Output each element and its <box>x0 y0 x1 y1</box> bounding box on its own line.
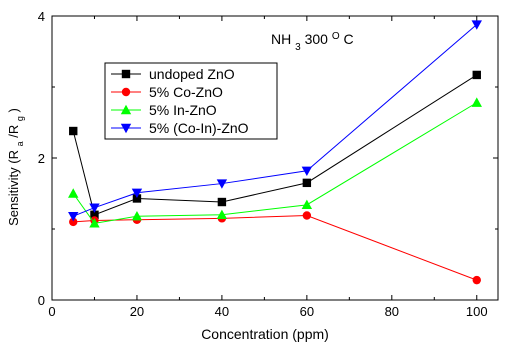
chart-title-sup: O <box>332 31 340 42</box>
series-line-5-co-zno <box>73 215 477 281</box>
data-point-undoped-zno <box>132 194 142 203</box>
y-tick-label: 2 <box>38 151 45 166</box>
legend-label-5-co-in-zno: 5% (Co-In)-ZnO <box>149 120 249 136</box>
series-undoped-zno <box>69 70 481 219</box>
chart-title-rest2: C <box>344 31 354 47</box>
series-5-co-in-zno <box>68 20 482 222</box>
data-point-5-in-zno <box>216 209 228 219</box>
data-point-5-co-in-zno <box>89 203 100 213</box>
y-tick-label: 0 <box>38 293 45 308</box>
data-point-5-in-zno <box>68 188 79 198</box>
legend-label-undoped-zno: undoped ZnO <box>149 66 235 82</box>
series-line-5-co-in-zno <box>73 24 478 217</box>
series-5-co-zno <box>69 211 481 285</box>
data-point-5-co-in-zno <box>131 188 143 198</box>
series-line-5-in-zno <box>72 102 478 224</box>
plot-frame <box>51 15 499 301</box>
legend-label-5-in-zno: 5% In-ZnO <box>149 102 217 118</box>
data-point-5-co-in-zno <box>216 179 228 189</box>
y-axis-label-suffix: ) <box>6 108 21 112</box>
x-tick-label: 60 <box>300 304 314 319</box>
data-point-5-co-in-zno <box>68 212 79 222</box>
series-5-in-zno <box>68 97 482 228</box>
chart-title-rest1: 300 <box>305 31 329 47</box>
x-tick-label: 80 <box>385 304 399 319</box>
y-axis-label-mid: /R <box>6 125 21 138</box>
x-tick-label: 0 <box>48 304 55 319</box>
data-point-5-co-zno <box>472 275 481 285</box>
x-tick-label: 20 <box>130 304 144 319</box>
legend-marker-5-co-in-zno <box>120 123 132 134</box>
data-point-5-in-zno <box>471 97 482 107</box>
y-axis-label-prefix: Sensitivity (R <box>6 150 21 226</box>
legend-marker-5-co-zno <box>121 87 131 97</box>
y-tick-label: 4 <box>38 9 45 24</box>
data-point-undoped-zno <box>302 178 312 188</box>
legend-box <box>104 62 278 140</box>
data-point-undoped-zno <box>69 126 78 136</box>
chart-title-main: NH <box>271 31 291 47</box>
series-layer <box>68 20 482 285</box>
chart-title: NH 3 300 O C <box>271 31 354 53</box>
y-axis-label-sub2: g <box>15 116 25 121</box>
data-point-undoped-zno <box>217 197 227 207</box>
chart-title-sub: 3 <box>295 42 301 53</box>
data-point-5-co-in-zno <box>471 20 482 30</box>
data-point-undoped-zno <box>472 70 481 80</box>
x-axis-label: Concentration (ppm) <box>201 326 329 342</box>
x-tick-label: 100 <box>466 304 488 319</box>
series-line-undoped-zno <box>72 74 478 216</box>
legend-marker-undoped-zno <box>121 69 131 79</box>
data-point-5-in-zno <box>89 218 100 228</box>
data-point-undoped-zno <box>90 210 99 219</box>
data-point-5-co-zno <box>69 217 78 227</box>
legend: undoped ZnO 5% Co-ZnO 5% In-ZnO 5% (Co-In)-… <box>104 62 278 140</box>
data-point-5-in-zno <box>131 211 143 221</box>
data-point-5-in-zno <box>301 199 313 210</box>
axes-layer: 0 20 40 60 80 100 0 2 4 <box>38 9 499 319</box>
x-tick-label: 40 <box>215 304 229 319</box>
y-axis-label: Sensitivity (R a /R g ) <box>6 108 25 226</box>
legend-label-5-co-zno: 5% Co-ZnO <box>149 84 223 100</box>
data-point-5-co-zno <box>302 211 312 220</box>
y-axis-label-sub1: a <box>15 141 25 146</box>
legend-marker-5-in-zno <box>120 104 132 115</box>
data-point-5-co-in-zno <box>301 166 313 176</box>
